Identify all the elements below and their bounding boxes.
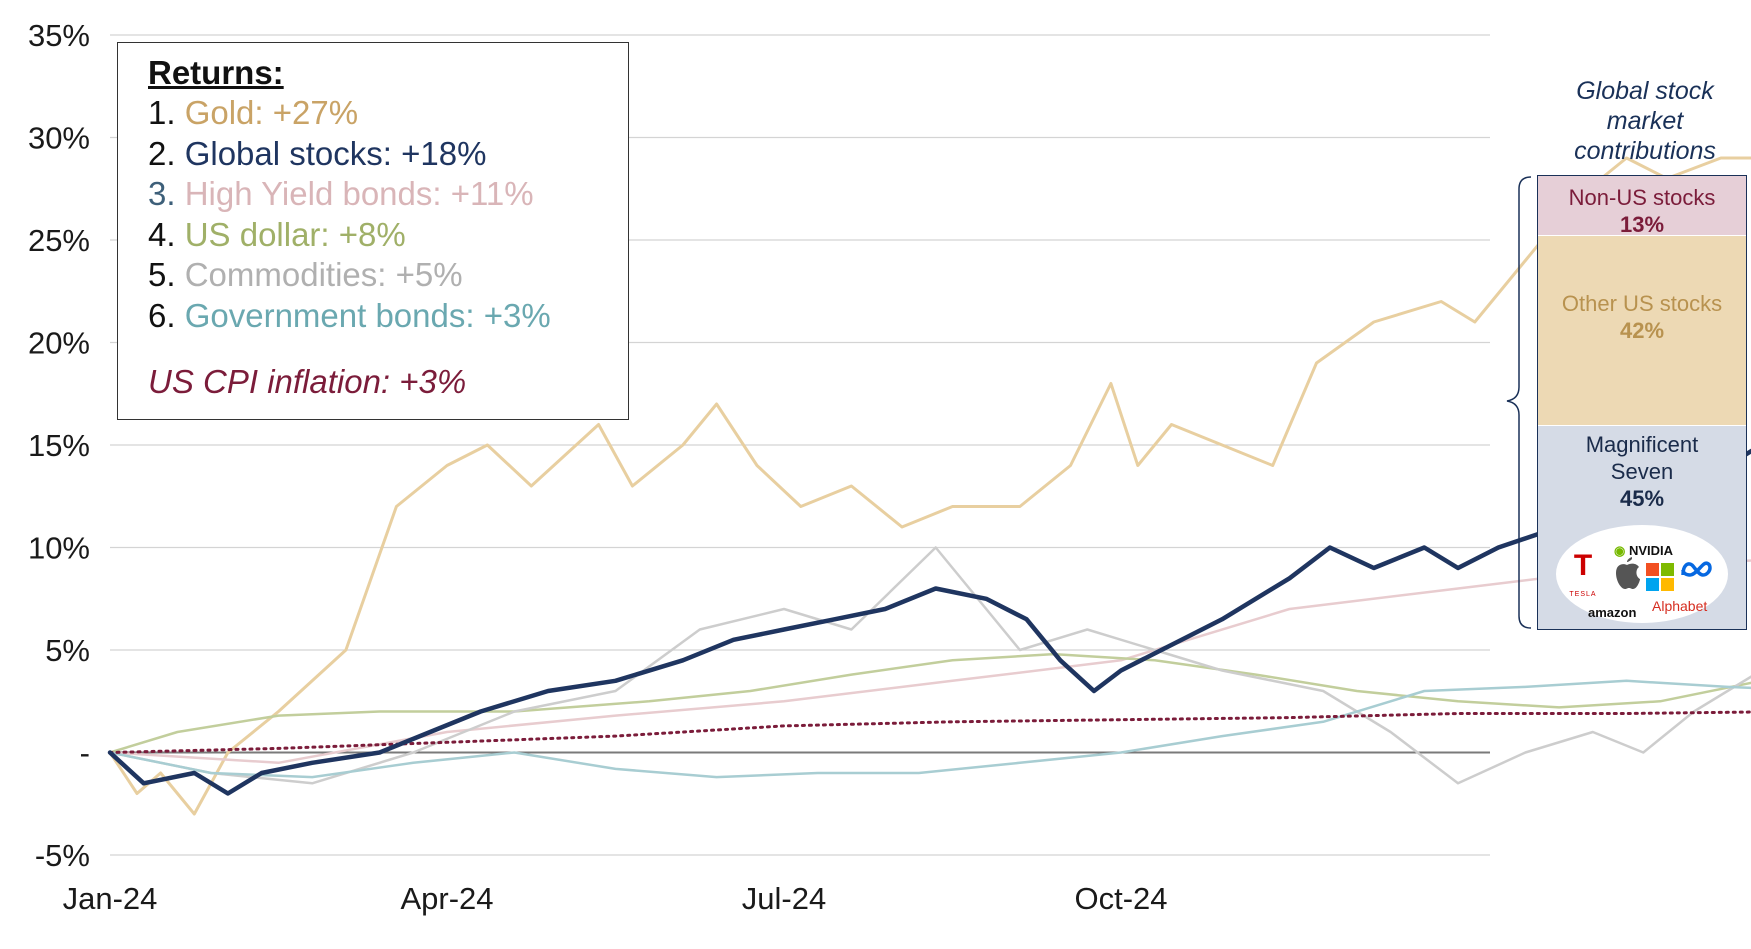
x-tick-label: Oct-24	[1074, 881, 1167, 916]
returns-legend: Returns: 1. Gold: +27% 2. Global stocks:…	[117, 42, 629, 420]
segment-magnificent-seven: Magnificent Seven 45% ◉ NVIDIA T TESLA a…	[1538, 426, 1746, 629]
apple-logo	[1612, 555, 1642, 597]
y-tick-label: 10%	[28, 531, 90, 566]
y-tick-label: -5%	[35, 838, 90, 873]
series-line-high-yield-bonds	[108, 559, 1751, 765]
legend-title: Returns:	[148, 54, 284, 91]
contribution-brace	[1506, 176, 1532, 629]
company-logos: ◉ NVIDIA T TESLA amazon Alphabet	[1556, 525, 1728, 623]
segment-other-us-stocks: Other US stocks 42%	[1538, 236, 1746, 426]
y-tick-label: 25%	[28, 223, 90, 258]
microsoft-logo	[1646, 563, 1674, 597]
y-tick-label: -	[80, 736, 90, 771]
series-line-global-stocks	[107, 448, 1751, 796]
contributions-stacked-bar: Non-US stocks 13% Other US stocks 42% Ma…	[1537, 175, 1747, 630]
legend-cpi-inflation: US CPI inflation: +3%	[148, 363, 467, 400]
legend-item: 4. US dollar: +8%	[148, 215, 406, 253]
legend-rows: 1. Gold: +27% 2. Global stocks: +18% 3. …	[148, 93, 628, 336]
legend-item: 3. High Yield bonds: +11%	[148, 175, 534, 212]
x-tick-label: Apr-24	[400, 881, 493, 916]
y-tick-label: 5%	[45, 633, 90, 668]
series-line-commodities	[108, 546, 1751, 785]
y-tick-label: 20%	[28, 326, 90, 361]
contributions-title: Global stock market contributions	[1574, 77, 1716, 165]
series-lines	[107, 156, 1751, 816]
y-tick-label: 35%	[28, 18, 90, 53]
nvidia-logo: ◉ NVIDIA	[1614, 543, 1674, 558]
series-line-gold	[108, 156, 1751, 816]
amazon-logo: amazon	[1588, 605, 1637, 620]
x-tick-label: Jul-24	[742, 881, 826, 916]
alphabet-logo: Alphabet	[1652, 598, 1708, 614]
series-line-us-cpi-inflation	[108, 710, 1751, 754]
x-axis-ticks: Jan-24 Apr-24 Jul-24 Oct-24	[63, 881, 1168, 916]
y-tick-label: 15%	[28, 428, 90, 463]
x-tick-label: Jan-24	[63, 881, 158, 916]
legend-item: 6. Government bonds: +3%	[148, 296, 551, 334]
tesla-logo: T TESLA	[1569, 549, 1597, 599]
y-axis-ticks: 35% 30% 25% 20% 15% 10% 5% - -5%	[28, 18, 90, 873]
series-line-government-bonds	[108, 679, 1751, 779]
legend-item: 1. Gold: +27%	[148, 94, 359, 131]
y-tick-label: 30%	[28, 121, 90, 156]
legend-item: 5. Commodities: +5%	[148, 256, 463, 293]
series-line-us-dollar	[108, 652, 1751, 754]
meta-logo	[1680, 559, 1714, 587]
legend-item: 2. Global stocks: +18%	[148, 134, 487, 172]
segment-non-us-stocks: Non-US stocks 13%	[1538, 176, 1746, 237]
